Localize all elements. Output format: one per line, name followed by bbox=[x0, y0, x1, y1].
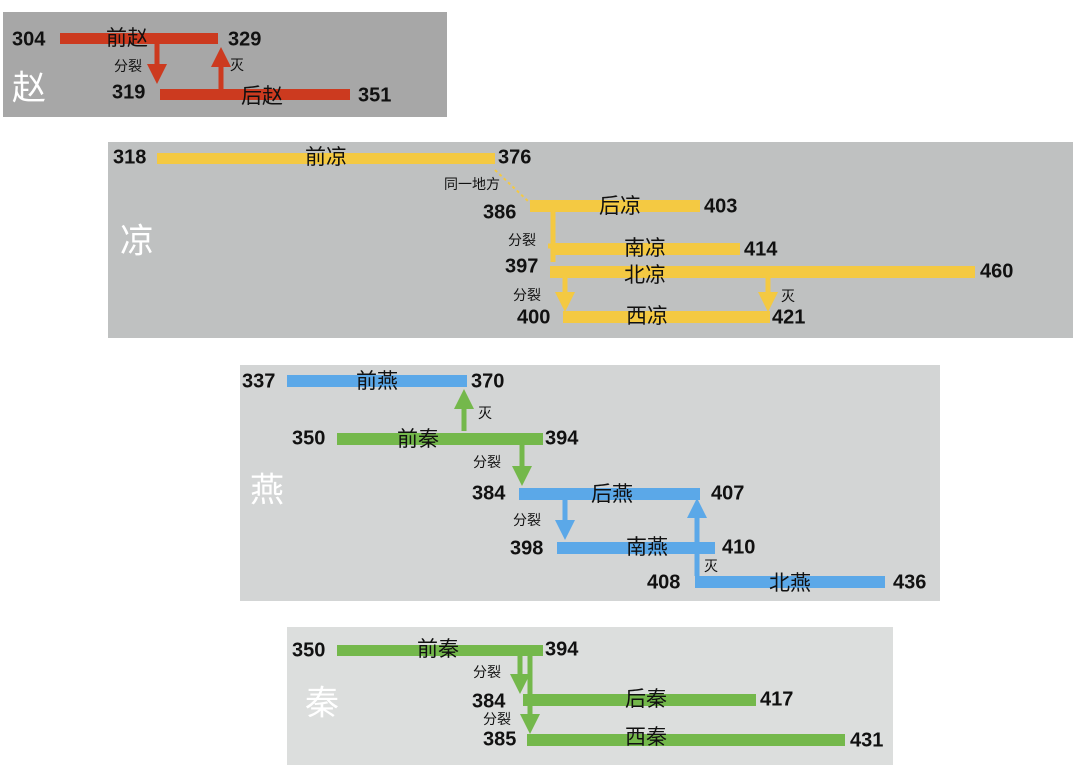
year: 398 bbox=[510, 537, 543, 559]
year: 394 bbox=[545, 638, 579, 660]
link-label: 同一地方 bbox=[444, 177, 500, 193]
bar bbox=[160, 89, 350, 100]
year: 329 bbox=[228, 28, 261, 50]
year: 421 bbox=[772, 306, 805, 328]
bar bbox=[557, 542, 715, 554]
bar-name: 北燕 bbox=[769, 571, 811, 595]
year: 410 bbox=[722, 536, 755, 558]
bar-name: 前燕 bbox=[356, 369, 398, 393]
year: 351 bbox=[358, 84, 391, 106]
link-label: 灭 bbox=[478, 406, 492, 422]
year: 384 bbox=[472, 690, 506, 712]
bar-name: 前秦 bbox=[417, 637, 459, 661]
year: 407 bbox=[711, 482, 744, 504]
bar-name: 前凉 bbox=[305, 145, 347, 169]
year: 318 bbox=[113, 146, 146, 168]
panel-label: 凉 bbox=[120, 222, 154, 262]
bar bbox=[60, 33, 218, 44]
panel-label: 秦 bbox=[305, 684, 339, 724]
bar-name: 前秦 bbox=[397, 427, 439, 451]
bar bbox=[695, 576, 885, 588]
year: 350 bbox=[292, 639, 325, 661]
link-label: 分裂 bbox=[114, 59, 142, 75]
bar bbox=[523, 694, 756, 706]
link-label: 分裂 bbox=[473, 665, 501, 681]
link-label: 分裂 bbox=[513, 288, 541, 304]
year: 384 bbox=[472, 482, 506, 504]
year: 337 bbox=[242, 370, 275, 392]
panel-label: 赵 bbox=[12, 69, 46, 109]
year: 431 bbox=[850, 729, 883, 751]
link-label: 分裂 bbox=[508, 233, 536, 249]
bar bbox=[563, 311, 770, 323]
year: 394 bbox=[545, 427, 579, 449]
year: 397 bbox=[505, 255, 538, 277]
year: 417 bbox=[760, 688, 793, 710]
link-label: 分裂 bbox=[473, 455, 501, 471]
bar-name: 西秦 bbox=[625, 725, 667, 749]
year: 414 bbox=[744, 238, 778, 260]
bar bbox=[337, 433, 543, 445]
bar-name: 北凉 bbox=[624, 263, 666, 287]
bar bbox=[287, 375, 467, 387]
link-label: 分裂 bbox=[483, 712, 511, 728]
bar bbox=[337, 645, 543, 656]
bar-name: 后赵 bbox=[241, 84, 283, 108]
panel-bg bbox=[108, 142, 1073, 338]
year: 376 bbox=[498, 146, 531, 168]
bar bbox=[530, 200, 700, 212]
link-label: 分裂 bbox=[513, 513, 541, 529]
panel-bg bbox=[240, 365, 940, 601]
bar bbox=[157, 153, 495, 164]
year: 460 bbox=[980, 260, 1013, 282]
panel-label: 燕 bbox=[250, 471, 284, 511]
year: 436 bbox=[893, 571, 926, 593]
year: 385 bbox=[483, 728, 516, 750]
year: 370 bbox=[471, 370, 504, 392]
bar-name: 西凉 bbox=[626, 304, 668, 328]
connector bbox=[494, 169, 531, 204]
panel-zhao: 赵 304 前赵 329 319 后赵 351 分裂 灭 bbox=[3, 12, 447, 117]
year: 350 bbox=[292, 427, 325, 449]
year: 304 bbox=[12, 28, 46, 50]
link-label: 灭 bbox=[781, 289, 795, 305]
bar-name: 前赵 bbox=[106, 26, 148, 50]
bar bbox=[550, 266, 975, 278]
bar bbox=[519, 488, 700, 500]
link-label: 灭 bbox=[704, 559, 718, 575]
bar bbox=[527, 734, 845, 746]
year: 400 bbox=[517, 306, 550, 328]
bar-name: 南凉 bbox=[624, 236, 666, 260]
bar-name: 后凉 bbox=[599, 194, 641, 218]
year: 408 bbox=[647, 571, 680, 593]
year: 319 bbox=[112, 81, 145, 103]
link-label: 灭 bbox=[230, 58, 244, 74]
bar bbox=[555, 243, 740, 255]
panel-qin: 秦 350 前秦 394 分裂 384 后秦 417 分裂 385 西秦 431 bbox=[287, 627, 893, 765]
year: 386 bbox=[483, 201, 516, 223]
panel-yan: 燕 337 前燕 370 灭 350 前秦 394 分裂 384 后燕 407 … bbox=[240, 365, 940, 601]
bar-name: 南燕 bbox=[626, 535, 668, 559]
panel-liang: 凉 318 前凉 376 同一地方 386 后凉 403 分裂 南凉 414 3… bbox=[108, 142, 1073, 338]
bar-name: 后燕 bbox=[591, 482, 633, 506]
bar-name: 后秦 bbox=[625, 687, 667, 711]
year: 403 bbox=[704, 195, 737, 217]
